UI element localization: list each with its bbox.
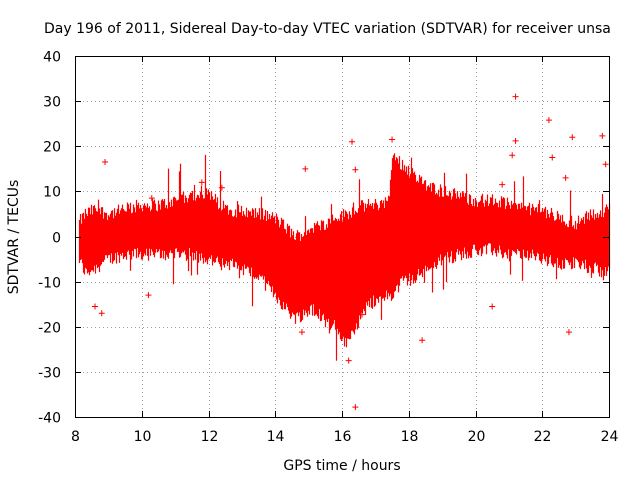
x-tick-label: 16 [334, 429, 352, 445]
data-point-marker [352, 404, 359, 411]
data-point-marker [345, 357, 352, 364]
data-point-marker [102, 159, 109, 166]
data-point-marker [565, 329, 572, 336]
y-tick-label: -30 [38, 366, 61, 382]
plot-frame [75, 56, 610, 418]
data-point-marker [545, 117, 552, 124]
data-point-marker [298, 329, 305, 336]
data-point-marker [509, 152, 516, 159]
x-tick-label: 12 [201, 429, 219, 445]
x-tick-label: 10 [134, 429, 152, 445]
x-axis-label: GPS time / hours [283, 458, 400, 474]
data-point-marker [512, 93, 519, 100]
data-point-marker [352, 166, 359, 173]
sdtvar-band [78, 153, 611, 361]
x-tick-label: 14 [267, 429, 285, 445]
data-point-marker [602, 161, 609, 168]
data-point-marker [489, 303, 496, 310]
x-tick-label: 24 [601, 429, 619, 445]
data-point-marker [302, 165, 309, 172]
y-tick-label: 20 [43, 140, 61, 156]
x-tick-label: 18 [401, 429, 419, 445]
y-tick-label: -40 [38, 411, 61, 427]
data-point-marker [198, 179, 205, 186]
data-point-marker [359, 311, 366, 318]
y-tick-label: -20 [38, 321, 61, 337]
y-tick-label: 40 [43, 50, 61, 66]
data-point-marker [98, 310, 105, 317]
data-point-marker [599, 132, 606, 139]
data-point-marker [549, 154, 556, 161]
chart-title: Day 196 of 2011, Sidereal Day-to-day VTE… [44, 21, 611, 37]
data-point-marker [145, 292, 152, 299]
data-point-marker [419, 337, 426, 344]
data-point-marker [389, 136, 396, 143]
data-point-marker [148, 195, 155, 202]
data-point-marker [218, 184, 225, 191]
x-tick-label: 8 [71, 429, 80, 445]
y-tick-label: 0 [52, 231, 61, 247]
axis-ticks: 8 10 12 14 16 18 20 22 24 -40 -30 -20 -10 0 10 20 30 40 [38, 50, 618, 446]
data-point-marker [512, 137, 519, 144]
x-tick-label: 20 [468, 429, 486, 445]
y-tick-label: -10 [38, 276, 61, 292]
y-tick-label: 10 [43, 185, 61, 201]
data-series-sdtvar [78, 93, 611, 411]
data-point-marker [499, 181, 506, 188]
y-axis-label: SDTVAR / TECUs [6, 180, 22, 295]
y-tick-label: 30 [43, 95, 61, 111]
data-point-marker [92, 303, 99, 310]
data-point-marker [569, 134, 576, 141]
x-tick-label: 22 [534, 429, 552, 445]
data-point-marker [562, 174, 569, 181]
data-point-marker [349, 138, 356, 145]
